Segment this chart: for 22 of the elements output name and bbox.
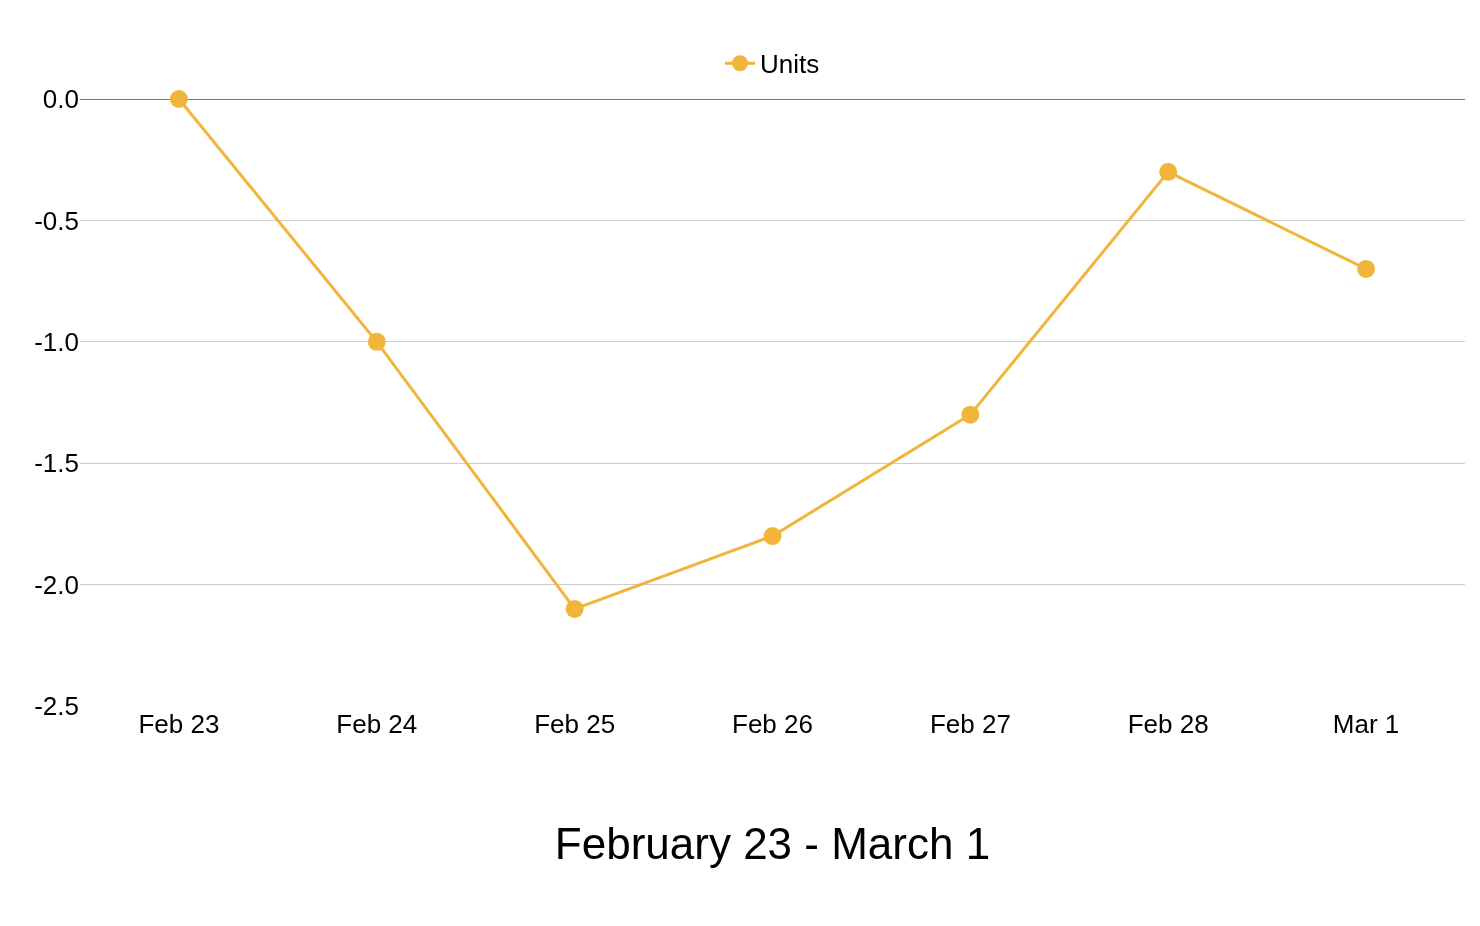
x-tick-label: Feb 23	[138, 709, 220, 739]
point	[565, 599, 584, 618]
x-tick-label: Mar 1	[1332, 709, 1400, 739]
point	[169, 90, 188, 108]
x-tick-label: Feb 27	[929, 709, 1011, 739]
y-tick-label: -2.0	[34, 569, 79, 600]
y-tick-label: -1.5	[34, 448, 79, 479]
point	[1357, 259, 1376, 278]
y-tick-label: -1.0	[34, 326, 79, 357]
point	[961, 405, 980, 424]
point	[763, 527, 782, 546]
x-tick-label: Feb 24	[336, 709, 418, 739]
point	[1159, 162, 1178, 181]
y-tick-label: -0.5	[34, 205, 79, 236]
x-tick-label: Feb 25	[534, 709, 616, 739]
x-tick-label: Feb 28	[1127, 709, 1209, 739]
y-tick-label: 0.0	[42, 84, 79, 115]
x-axis-title: February 23 - March 1	[554, 819, 991, 869]
point	[367, 332, 386, 351]
y-tick-label: -2.5	[34, 691, 79, 722]
legend-label: Units	[760, 49, 820, 80]
x-tick-label: Feb 26	[732, 709, 813, 739]
